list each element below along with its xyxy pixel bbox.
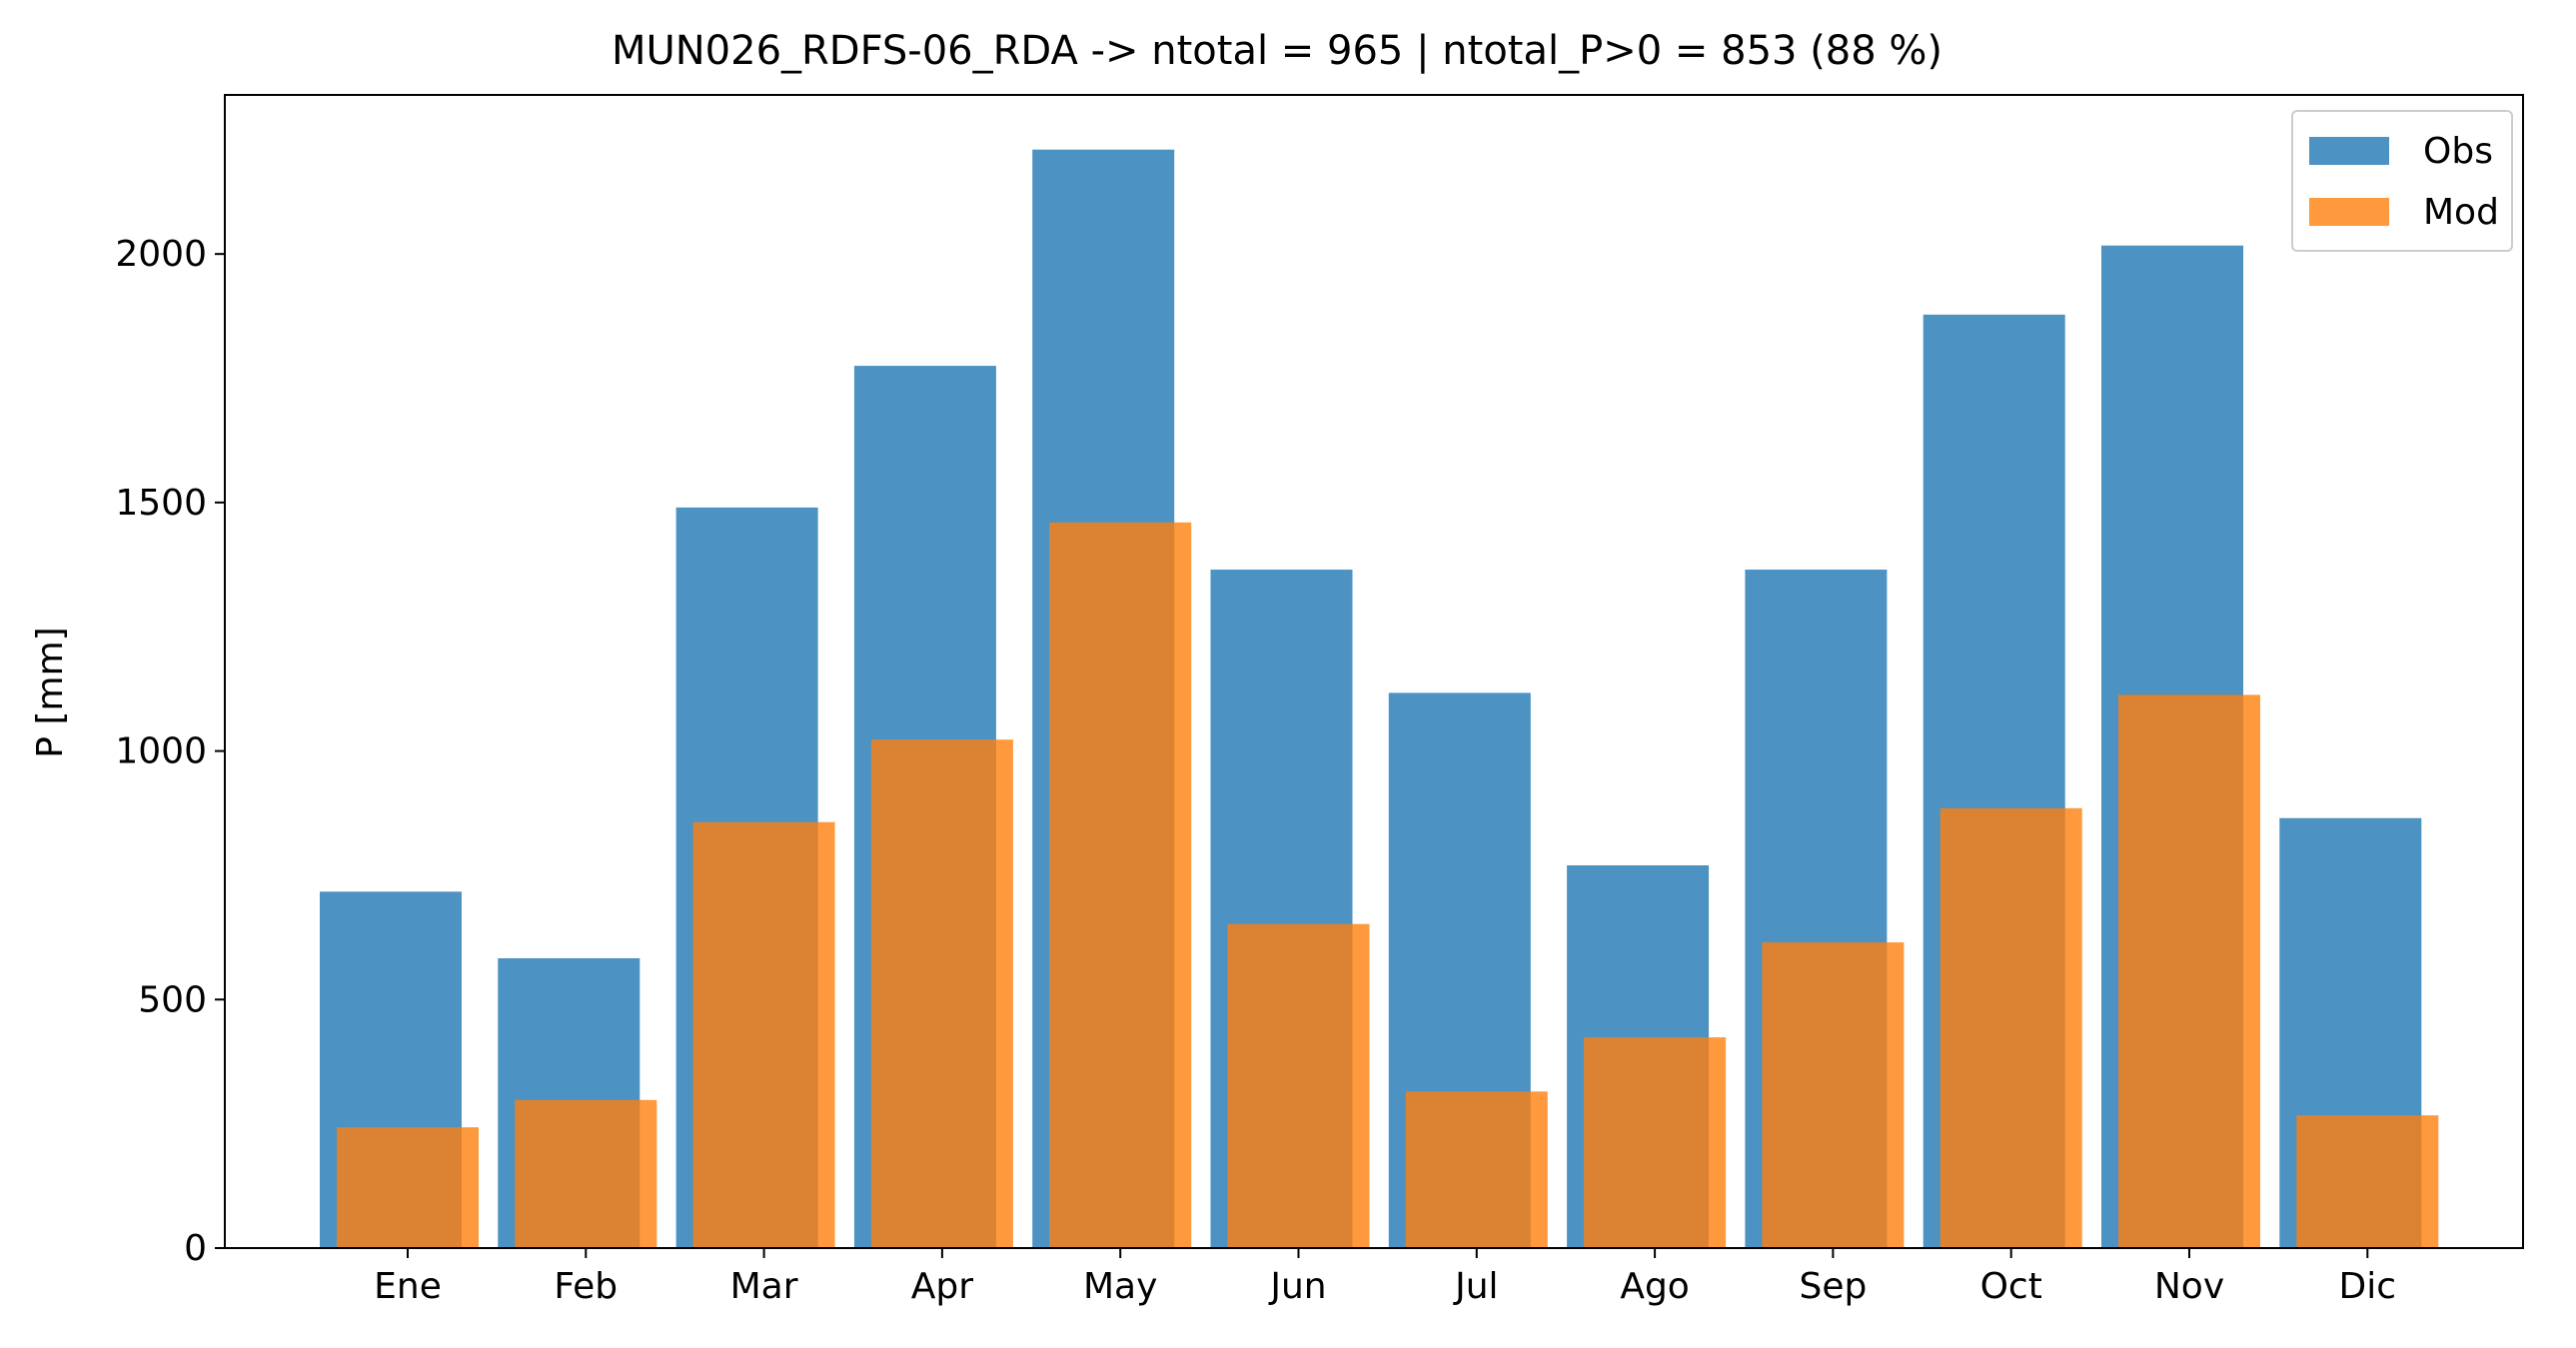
y-tick-label: 2000 bbox=[115, 234, 207, 275]
bar-mod-oct bbox=[1939, 807, 2082, 1248]
x-tick-label: Jun bbox=[1268, 1266, 1326, 1307]
x-tick-label: May bbox=[1083, 1266, 1157, 1307]
bars-group bbox=[320, 149, 2439, 1249]
bar-mod-sep bbox=[1762, 942, 1905, 1248]
x-tick-label: Jul bbox=[1453, 1266, 1498, 1307]
y-ticks: 0 500 1000 1500 2000 bbox=[115, 234, 225, 1269]
bar-mod-jun bbox=[1227, 923, 1370, 1248]
x-tick-label: Ene bbox=[374, 1266, 442, 1307]
legend-label-mod: Mod bbox=[2423, 192, 2499, 233]
legend-label-obs: Obs bbox=[2423, 131, 2493, 172]
legend-swatch-mod bbox=[2309, 198, 2389, 226]
bar-mod-dic bbox=[2296, 1115, 2439, 1248]
bar-mod-may bbox=[1049, 522, 1192, 1248]
x-tick-label: Sep bbox=[1799, 1266, 1867, 1307]
x-tick-label: Feb bbox=[554, 1266, 618, 1307]
bar-mod-apr bbox=[870, 739, 1013, 1248]
y-tick-label: 0 bbox=[184, 1228, 207, 1269]
y-tick-label: 1000 bbox=[115, 731, 207, 772]
x-tick-label: Oct bbox=[1980, 1266, 2042, 1307]
bar-mod-jul bbox=[1405, 1091, 1548, 1248]
x-tick-label: Mar bbox=[730, 1266, 798, 1307]
x-ticks: Ene Feb Mar Apr May Jun Jul Ago Sep Oct Nov Dic bbox=[374, 1248, 2396, 1307]
chart-title: MUN026_RDFS-06_RDA -> ntotal = 965 | nto… bbox=[612, 28, 1942, 74]
bar-mod-feb bbox=[515, 1099, 657, 1248]
legend: Obs Mod bbox=[2291, 110, 2513, 252]
bar-mod-ago bbox=[1584, 1037, 1727, 1248]
x-tick-label: Apr bbox=[911, 1266, 973, 1307]
legend-swatch-obs bbox=[2309, 137, 2389, 165]
x-tick-label: Ago bbox=[1620, 1266, 1690, 1307]
plot-frame bbox=[224, 94, 2524, 1249]
bar-mod-mar bbox=[692, 821, 835, 1248]
bar-mod-nov bbox=[2118, 694, 2260, 1248]
x-tick-label: Nov bbox=[2154, 1266, 2224, 1307]
x-tick-label: Dic bbox=[2339, 1266, 2397, 1307]
y-tick-label: 1500 bbox=[115, 483, 207, 524]
y-tick-label: 500 bbox=[138, 979, 207, 1020]
bar-mod-ene bbox=[337, 1127, 479, 1248]
y-axis-label: P [mm] bbox=[30, 627, 71, 757]
